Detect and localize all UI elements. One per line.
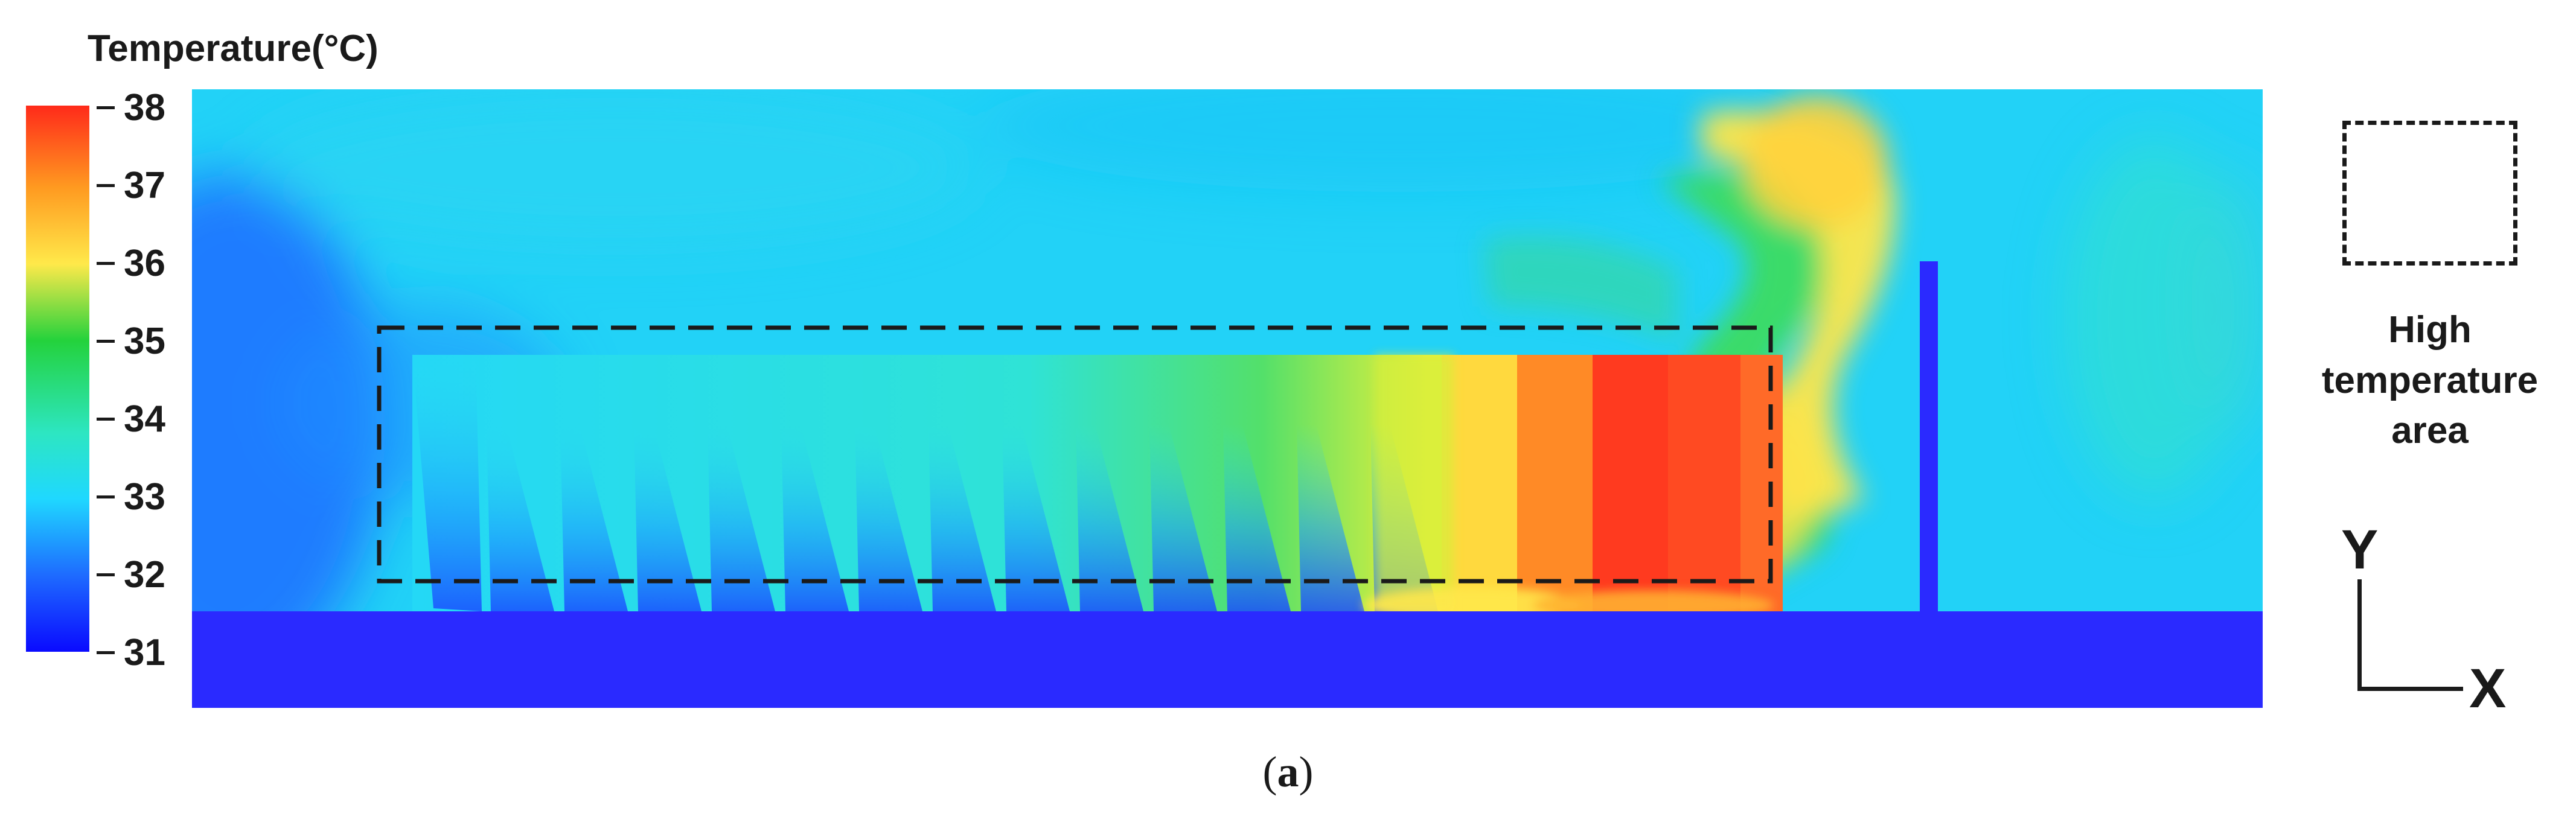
hot-cell: [1442, 355, 1517, 611]
colorbar-tick: [97, 573, 115, 576]
x-axis-label: X: [2469, 658, 2507, 719]
temperature-field: [192, 89, 2263, 708]
hot-cell: [1517, 355, 1593, 611]
colorbar-tick-label: 34: [124, 398, 165, 440]
caption-open: (: [1262, 748, 1277, 796]
colorbar-tick-label: 33: [124, 476, 165, 518]
caption-letter: a: [1277, 748, 1299, 796]
colorbar-tick-label: 36: [124, 243, 165, 284]
legend-dashed-box: [2342, 121, 2517, 266]
legend-label-line: area: [2391, 410, 2469, 452]
partition-wall: [1920, 261, 1938, 613]
hot-cell: [1668, 355, 1740, 611]
high-temperature-area-box: [377, 325, 1773, 584]
legend-label-line: High: [2388, 309, 2472, 351]
colorbar-tick: [97, 651, 115, 654]
colorbar-tick: [97, 418, 115, 421]
hot-cell: [1740, 355, 1783, 611]
fin-wedges: [412, 355, 1438, 611]
figure-caption: (a): [0, 747, 2576, 797]
y-axis-label: Y: [2341, 519, 2379, 581]
colorbar-gradient: [26, 106, 89, 652]
floor-solid: [192, 611, 2263, 708]
caption-close: ): [1299, 748, 1314, 796]
colorbar-tick: [97, 495, 115, 498]
colorbar-tick: [97, 106, 115, 109]
colorbar-title: Temperature(°C): [88, 28, 379, 69]
hot-cell: [1593, 355, 1668, 611]
colorbar-tick: [97, 340, 115, 343]
colorbar-tick: [97, 262, 115, 265]
x-axis-arrow: [2357, 687, 2463, 691]
colorbar-tick: [97, 184, 115, 187]
y-axis-arrow: [2357, 579, 2362, 691]
colorbar-tick-label: 32: [124, 554, 165, 596]
colorbar-tick-label: 35: [124, 320, 165, 362]
legend-label-line: temperature: [2321, 359, 2539, 401]
colorbar-tick-label: 31: [124, 632, 165, 673]
colorbar-tick-label: 37: [124, 165, 165, 206]
colorbar-tick-label: 38: [124, 87, 165, 129]
legend-label: High temperature area: [2294, 305, 2566, 456]
